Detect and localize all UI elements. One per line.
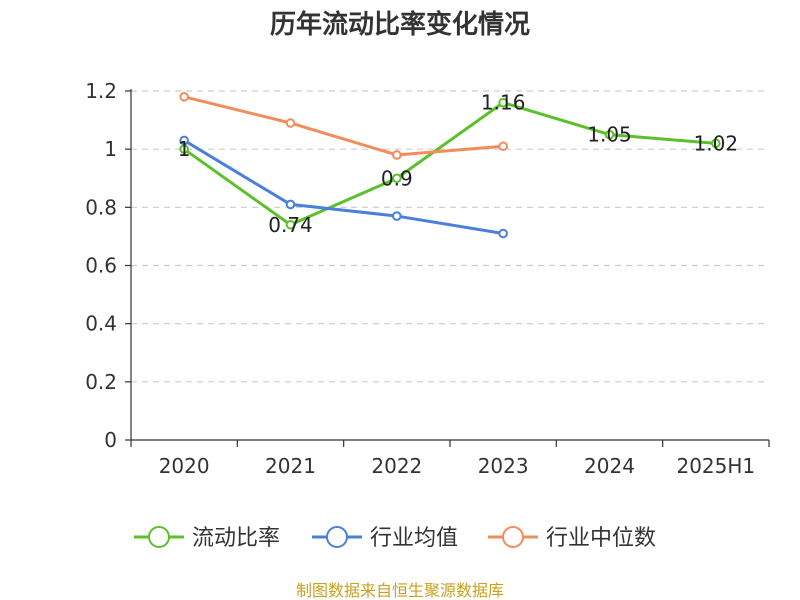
legend-item[interactable]: 行业均值 bbox=[312, 526, 458, 551]
legend[interactable]: 流动比率 行业均值 行业中位数 bbox=[134, 526, 656, 551]
legend-label: 行业中位数 bbox=[546, 526, 656, 551]
series-line bbox=[183, 95, 504, 157]
data-point[interactable] bbox=[179, 144, 189, 154]
data-labels: 1 0.74 0.9 1.16 1.05 1.02 bbox=[178, 91, 738, 237]
x-tick-label: 2025H1 bbox=[676, 454, 755, 478]
data-point[interactable] bbox=[285, 219, 296, 230]
y-tick-label: 1 bbox=[104, 137, 117, 161]
x-tick-label: 2023 bbox=[478, 454, 529, 478]
legend-marker-icon bbox=[148, 526, 170, 548]
data-label: 1 bbox=[178, 137, 191, 161]
data-label: 0.9 bbox=[381, 166, 413, 190]
data-label: 0.74 bbox=[268, 213, 313, 237]
y-tick-label: 0.8 bbox=[85, 195, 117, 219]
x-tick-label: 2024 bbox=[584, 454, 635, 478]
y-tick-label: 0.6 bbox=[85, 254, 117, 278]
gridlines bbox=[131, 90, 769, 383]
chart-title: 历年流动比率变化情况 bbox=[270, 9, 530, 40]
data-point[interactable] bbox=[285, 199, 296, 210]
legend-label: 行业均值 bbox=[370, 526, 458, 551]
x-tick-label: 2022 bbox=[371, 454, 422, 478]
series-line bbox=[183, 139, 504, 235]
data-point[interactable] bbox=[604, 129, 615, 140]
data-point[interactable] bbox=[392, 211, 402, 221]
legend-marker-icon bbox=[326, 526, 348, 548]
x-tick-label: 2021 bbox=[265, 454, 316, 478]
data-point[interactable] bbox=[392, 150, 402, 160]
data-label: 1.02 bbox=[694, 131, 739, 155]
data-point[interactable] bbox=[711, 138, 721, 149]
legend-item[interactable]: 流动比率 bbox=[134, 526, 280, 551]
source-note: 制图数据来自恒生聚源数据库 bbox=[296, 581, 504, 600]
data-point[interactable] bbox=[498, 228, 508, 239]
data-point[interactable] bbox=[498, 97, 508, 108]
data-point[interactable] bbox=[285, 118, 296, 128]
legend-label: 流动比率 bbox=[192, 526, 280, 551]
y-tick-label: 0 bbox=[104, 428, 117, 452]
data-point[interactable] bbox=[179, 135, 189, 146]
data-label: 1.05 bbox=[587, 123, 632, 147]
legend-item[interactable]: 行业中位数 bbox=[488, 526, 656, 551]
series-layer bbox=[179, 92, 721, 239]
data-point[interactable] bbox=[392, 173, 402, 184]
axes: 0 0.2 0.4 0.6 0.8 1 1.2 2020 2021 2022 2023 2024 202… bbox=[85, 79, 770, 478]
x-tick-label: 2020 bbox=[159, 454, 210, 478]
y-tick-label: 0.4 bbox=[85, 312, 117, 336]
data-label: 1.16 bbox=[481, 91, 526, 115]
y-tick-label: 0.2 bbox=[85, 370, 117, 394]
series-line bbox=[183, 101, 716, 227]
data-point[interactable] bbox=[179, 92, 189, 102]
data-point[interactable] bbox=[498, 141, 508, 152]
legend-marker-icon bbox=[502, 526, 524, 548]
y-tick-label: 1.2 bbox=[85, 79, 117, 103]
